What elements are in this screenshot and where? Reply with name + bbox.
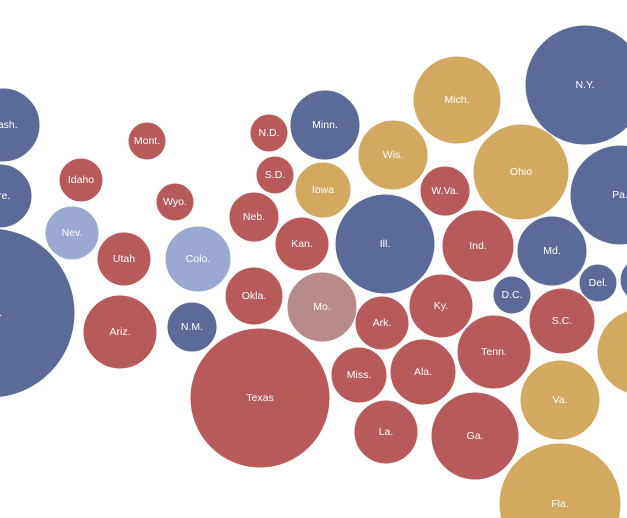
state-bubble <box>44 205 100 261</box>
state-bubble <box>166 301 218 353</box>
state-bubble <box>354 295 410 351</box>
state-label: Ga. <box>467 430 484 442</box>
state-label: Mich. <box>444 94 469 106</box>
state-bubble <box>334 193 436 295</box>
state-bubble <box>578 263 618 303</box>
state-bubble <box>330 346 388 404</box>
state-label: Wis. <box>383 149 403 161</box>
state-label: Neb. <box>243 211 265 223</box>
state-bubble <box>164 225 232 293</box>
state-bubble <box>255 155 295 195</box>
state-bubble <box>472 123 570 221</box>
state-label: Ky. <box>434 300 448 312</box>
state-bubble <box>619 263 627 297</box>
state-bubble <box>528 287 596 355</box>
state-bubble <box>0 228 76 398</box>
state-label: La. <box>379 426 394 438</box>
state-bubble <box>96 231 152 287</box>
state-label: S.C. <box>552 315 572 327</box>
state-label: N.D. <box>259 127 280 139</box>
state-label: Ohio <box>510 166 532 178</box>
state-label: Va. <box>553 394 568 406</box>
state-bubble <box>0 163 33 229</box>
state-bubble <box>127 121 167 161</box>
state-bubble <box>0 87 41 163</box>
state-label: N.Y. <box>575 79 594 91</box>
state-bubble <box>569 144 627 246</box>
state-label: Colo. <box>186 253 211 265</box>
state-bubble <box>155 182 195 222</box>
state-bubble <box>58 157 104 203</box>
state-label: Iowa <box>312 184 334 196</box>
state-bubble <box>274 216 330 272</box>
state-label: N.M. <box>181 321 203 333</box>
state-bubble <box>286 271 358 343</box>
state-label: Utah <box>113 253 135 265</box>
state-bubble <box>524 24 627 146</box>
state-label: Mont. <box>134 135 160 147</box>
state-label: Ariz. <box>110 326 131 338</box>
state-bubble <box>419 165 471 217</box>
state-bubble <box>430 391 520 481</box>
state-bubble <box>289 89 361 161</box>
state-bubble <box>492 275 532 315</box>
state-label: Tenn. <box>481 346 507 358</box>
state-label: Minn. <box>312 119 338 131</box>
state-label: Miss. <box>347 369 372 381</box>
state-label: Fla. <box>551 498 569 510</box>
state-label: D.C. <box>502 289 523 301</box>
state-bubble <box>516 215 588 287</box>
state-label: Ore. <box>0 190 10 202</box>
state-label: S.D. <box>265 169 285 181</box>
state-bubble <box>408 273 474 339</box>
state-label: Ala. <box>414 366 432 378</box>
state-label: Idaho <box>68 174 94 186</box>
state-bubble <box>353 399 419 465</box>
state-bubble <box>82 294 158 370</box>
state-label: Okla. <box>242 290 267 302</box>
state-label: Pa. <box>612 189 627 201</box>
state-label: W.Va. <box>431 185 458 197</box>
state-label: Texas <box>246 392 273 404</box>
state-bubble <box>249 113 289 153</box>
state-label: Wash. <box>0 119 18 131</box>
state-bubble <box>389 338 457 406</box>
state-bubble <box>519 359 601 441</box>
state-label: Wyo. <box>163 196 187 208</box>
state-label: Ark. <box>373 317 392 329</box>
state-label: Ind. <box>469 240 487 252</box>
state-label: Nev. <box>62 227 83 239</box>
state-bubble <box>189 327 331 469</box>
state-label: Calif. <box>0 307 2 319</box>
state-label: Del. <box>589 277 608 289</box>
state-bubble <box>224 266 284 326</box>
state-bubble <box>357 119 429 191</box>
state-label: Kan. <box>291 238 313 250</box>
state-bubble <box>596 310 627 394</box>
state-bubble <box>412 55 502 145</box>
state-label: Mo. <box>313 301 331 313</box>
state-bubble <box>228 191 280 243</box>
state-bubble <box>456 314 532 390</box>
state-bubble <box>441 209 515 283</box>
state-label: Ill. <box>380 238 391 250</box>
state-bubble <box>498 442 622 518</box>
state-label: Md. <box>543 245 561 257</box>
state-bubble <box>294 161 352 219</box>
